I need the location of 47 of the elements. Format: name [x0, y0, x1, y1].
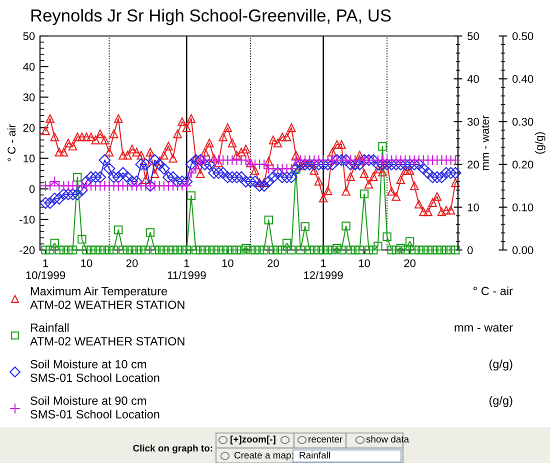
- text: Rainfall: [300, 452, 330, 459]
- y2-tick-label: 30: [467, 118, 479, 126]
- y-tick-label: 20: [23, 124, 35, 132]
- y-tick-label: 30: [23, 93, 35, 102]
- x-tick-label: 1 10/1999: [26, 259, 66, 280]
- legend-label: Soil Moisture at 90 cm SMS-01 School Location: [30, 396, 160, 418]
- text: Create a map:: [234, 452, 293, 460]
- y2-tick-label: 40: [467, 75, 479, 83]
- y-tick-label: 50: [23, 32, 35, 40]
- y2-tick-label: 0: [467, 246, 473, 254]
- y-tick-label: 0: [29, 185, 35, 193]
- legend-label: Rainfall ATM-02 WEATHER STATION: [30, 323, 184, 346]
- y3-tick-label: 0.00: [512, 246, 534, 254]
- y2-tick-label: 20: [468, 160, 479, 169]
- y2-axis-title: mm - water: [482, 115, 489, 170]
- x-tick-label: 1 11/1999: [168, 259, 206, 280]
- y-axis-title: ° C - air: [7, 124, 16, 162]
- text: ° C - air: [474, 286, 513, 296]
- y-tick-label: -20: [20, 246, 35, 254]
- x-tick-label: 1 12/1999: [304, 259, 343, 280]
- y2-tick-label: 50: [467, 32, 479, 40]
- y3-tick-label: 0.20: [512, 160, 534, 169]
- legend-label: Soil Moisture at 10 cm SMS-01 School Location: [30, 360, 160, 382]
- text: recenter: [308, 436, 342, 443]
- legend-label: Maximum Air Temperature ATM-02 WEATHER STATION: [30, 286, 184, 309]
- chart-title: Reynolds Jr Sr High School-Greenville, PA, US: [31, 8, 391, 26]
- y3-axis-title: (g/g): [535, 132, 546, 154]
- x-tick-label: 10: [358, 259, 370, 268]
- x-tick-label: 20: [404, 259, 416, 268]
- x-tick-label: 20: [268, 259, 279, 268]
- y3-tick-label: 0.40: [512, 75, 534, 83]
- text: [+]zoom[-]: [230, 436, 276, 444]
- y-tick-label: -10: [20, 216, 35, 224]
- text: Click on graph to:: [133, 444, 212, 454]
- text: (g/g): [489, 396, 512, 408]
- x-tick-label: 10: [222, 259, 234, 268]
- y3-tick-label: 0.30: [512, 118, 534, 126]
- text: mm - water: [454, 324, 513, 332]
- y2-tick-label: 10: [468, 203, 479, 212]
- y-tick-label: 10: [24, 154, 35, 162]
- y-tick-label: 40: [23, 62, 35, 71]
- y3-tick-label: 0.10: [512, 203, 534, 212]
- y3-tick-label: 0.50: [512, 32, 534, 40]
- x-tick-label: 10: [81, 259, 92, 268]
- text: show data: [366, 436, 410, 443]
- text: (g/g): [489, 359, 512, 371]
- x-tick-label: 20: [126, 259, 138, 268]
